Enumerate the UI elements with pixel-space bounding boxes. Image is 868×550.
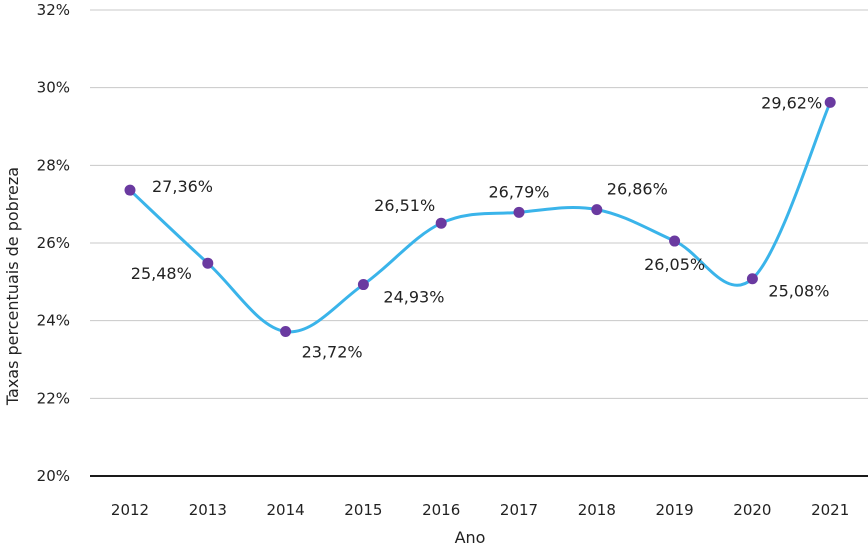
data-label: 25,08%	[768, 282, 829, 301]
x-tick-label: 2021	[811, 501, 849, 519]
y-tick-label: 26%	[37, 234, 70, 252]
data-point	[824, 96, 836, 108]
x-tick-labels: 2012 2013 2014 2015 2016 2017 2018 2019 2020 2021	[111, 501, 849, 519]
y-tick-label: 28%	[37, 156, 70, 174]
data-labels: 27,36% 25,48% 23,72% 24,93% 26,51% 26,79% 26,8…	[131, 93, 830, 361]
data-label: 24,93%	[383, 288, 444, 307]
data-label: 26,86%	[607, 180, 668, 199]
x-tick-label: 2019	[656, 501, 694, 519]
y-tick-label: 32%	[37, 1, 70, 19]
data-point	[513, 206, 525, 218]
y-tick-labels: 20% 22% 24% 26% 28% 30% 32%	[37, 1, 70, 485]
data-point	[124, 184, 136, 196]
x-tick-label: 2012	[111, 501, 149, 519]
data-label: 29,62%	[761, 93, 822, 112]
x-tick-label: 2015	[344, 501, 382, 519]
data-points	[124, 96, 836, 338]
data-point	[746, 273, 758, 285]
y-tick-label: 24%	[37, 312, 70, 330]
x-tick-label: 2014	[267, 501, 305, 519]
y-tick-label: 20%	[37, 467, 70, 485]
x-tick-label: 2017	[500, 501, 538, 519]
data-label: 27,36%	[152, 177, 213, 196]
data-point	[591, 204, 603, 216]
data-label: 25,48%	[131, 264, 192, 283]
data-point	[280, 326, 292, 338]
grid-lines	[90, 9, 868, 477]
x-tick-label: 2013	[189, 501, 227, 519]
y-tick-label: 30%	[37, 79, 70, 97]
data-point	[435, 217, 447, 229]
data-point	[202, 257, 214, 269]
y-axis-title: Taxas percentuais de pobreza	[3, 167, 22, 406]
y-tick-label: 22%	[37, 389, 70, 407]
data-label: 26,05%	[644, 255, 705, 274]
data-label: 26,51%	[374, 196, 435, 215]
data-point	[357, 279, 369, 291]
series-line	[128, 100, 832, 334]
x-tick-label: 2016	[422, 501, 460, 519]
x-tick-label: 2020	[733, 501, 771, 519]
x-axis-title: Ano	[455, 528, 486, 547]
data-label: 23,72%	[302, 343, 363, 362]
data-point	[669, 235, 681, 247]
data-label: 26,79%	[488, 182, 549, 201]
x-tick-label: 2018	[578, 501, 616, 519]
